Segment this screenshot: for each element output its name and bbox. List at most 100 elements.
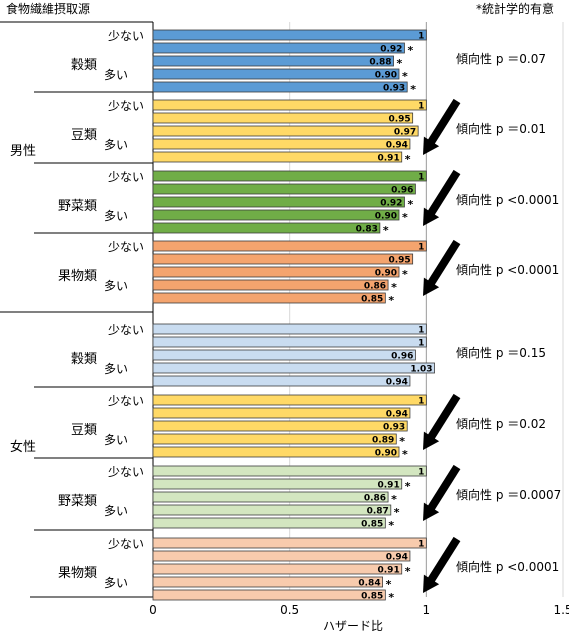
bar-f-g1-b0 — [152, 394, 427, 406]
bar-value-label-f-g0-b2: 0.96 — [391, 352, 413, 362]
bar-m-g3-b3 — [152, 279, 389, 291]
bar-m-g1-b2 — [152, 125, 419, 137]
significance-star-f-g1-b4: * — [402, 448, 408, 461]
bar-m-g3-b1 — [152, 253, 414, 265]
high-intake-label-f-g3: 多い — [103, 576, 128, 590]
low-intake-label-f-g1: 少ない — [107, 394, 144, 408]
significance-star-m-g3-b4: * — [388, 294, 394, 307]
bar-value-label-m-g1-b0: 1 — [418, 102, 424, 112]
low-intake-label-f-g3: 少ない — [107, 537, 144, 551]
bar-value-label-f-g3-b2: 0.91 — [378, 566, 400, 576]
significance-star-f-g3-b4: * — [388, 591, 394, 604]
trend-p-value-f-g1: 傾向性 p ＝0.02 — [456, 417, 546, 431]
bar-m-g1-b4 — [152, 151, 403, 163]
bar-value-label-f-g0-b3: 1.03 — [410, 365, 432, 375]
group-label-m-g2: 野菜類 — [57, 199, 97, 214]
bar-f-g1-b2 — [152, 420, 408, 432]
bar-value-label-m-g1-b4: 0.91 — [378, 154, 400, 164]
bar-value-label-m-g3-b1: 0.95 — [388, 256, 410, 266]
trend-arrow-shaft-f-g3 — [427, 536, 461, 584]
high-intake-label-m-g1: 多い — [103, 138, 128, 152]
bar-value-label-m-g1-b2: 0.97 — [394, 128, 416, 138]
bar-value-label-f-g0-b4: 0.94 — [386, 378, 408, 388]
bar-value-label-m-g2-b3: 0.90 — [375, 212, 397, 222]
trend-p-value-f-g0: 傾向性 p ＝0.15 — [456, 346, 546, 360]
low-intake-label-m-g2: 少ない — [107, 170, 144, 184]
trend-p-value-f-g3: 傾向性 p <0.0001 — [456, 560, 560, 574]
trend-arrow-shaft-f-g2 — [427, 464, 461, 512]
x-tick-label-0: 0 — [149, 603, 157, 617]
bar-value-label-m-g2-b1: 0.96 — [391, 186, 413, 196]
x-tick-label-3: 1.5 — [553, 603, 569, 617]
bar-f-g1-b1 — [152, 407, 411, 419]
trend-arrow-shaft-m-g2 — [427, 169, 461, 217]
bar-f-g2-b3 — [152, 504, 392, 516]
bar-f-g2-b1 — [152, 478, 403, 490]
bar-value-label-f-g3-b4: 0.85 — [361, 592, 383, 602]
bar-f-g0-b0 — [152, 323, 427, 335]
bar-value-label-m-g3-b4: 0.85 — [361, 295, 383, 305]
sex-label-female: 女性 — [10, 440, 37, 455]
bar-m-g2-b4 — [152, 222, 381, 234]
significance-star-f-g2-b4: * — [388, 519, 394, 532]
bar-m-g3-b0 — [152, 240, 427, 252]
low-intake-label-m-g3: 少ない — [107, 240, 144, 254]
bar-m-g0-b1 — [152, 42, 405, 54]
bar-f-g1-b4 — [152, 446, 400, 458]
significance-star-m-g2-b4: * — [383, 224, 389, 237]
bar-f-g0-b3 — [152, 362, 435, 374]
bar-value-label-f-g3-b0: 1 — [418, 540, 424, 550]
trend-p-value-m-g3: 傾向性 p <0.0001 — [456, 263, 560, 277]
significance-star-f-g2-b3: * — [394, 506, 400, 519]
trend-arrow-shaft-m-g3 — [427, 239, 461, 287]
bar-value-label-f-g0-b1: 1 — [418, 339, 424, 349]
low-intake-label-f-g0: 少ない — [107, 323, 144, 337]
bar-value-label-f-g1-b2: 0.93 — [383, 423, 405, 433]
significance-star-f-g2-b1: * — [405, 480, 411, 493]
bar-value-label-f-g2-b0: 1 — [418, 468, 424, 478]
group-label-f-g0: 穀類 — [70, 352, 97, 367]
bar-m-g0-b4 — [152, 81, 408, 93]
bar-f-g3-b1 — [152, 550, 411, 562]
significance-star-m-g3-b3: * — [391, 281, 397, 294]
significance-star-m-g0-b3: * — [402, 70, 408, 83]
bar-value-label-m-g3-b2: 0.90 — [375, 269, 397, 279]
bar-value-label-f-g2-b1: 0.91 — [378, 481, 400, 491]
group-label-f-g2: 野菜類 — [57, 494, 97, 509]
bar-f-g3-b2 — [152, 563, 403, 575]
sex-label-male: 男性 — [10, 144, 37, 159]
trend-p-value-f-g2: 傾向性 p ＝0.0007 — [456, 488, 562, 502]
group-label-m-g3: 果物類 — [57, 269, 97, 284]
high-intake-label-f-g0: 多い — [103, 362, 128, 376]
bar-value-label-m-g3-b3: 0.86 — [364, 282, 386, 292]
bar-f-g2-b0 — [152, 465, 427, 477]
bar-f-g0-b4 — [152, 375, 411, 387]
bar-value-label-m-g0-b1: 0.92 — [380, 45, 402, 55]
bar-value-label-m-g1-b1: 0.95 — [388, 115, 410, 125]
bar-value-label-f-g1-b1: 0.94 — [386, 410, 408, 420]
trend-arrow-head-m-g3 — [423, 277, 440, 296]
trend-arrow-head-f-g2 — [423, 502, 440, 521]
low-intake-label-f-g2: 少ない — [107, 465, 144, 479]
bar-value-label-f-g1-b3: 0.89 — [372, 436, 394, 446]
trend-arrow-shaft-f-g1 — [427, 393, 461, 441]
bar-f-g3-b4 — [152, 589, 386, 601]
bar-f-g2-b2 — [152, 491, 389, 503]
bar-m-g3-b4 — [152, 292, 386, 304]
high-intake-label-m-g2: 多い — [103, 209, 128, 223]
bar-f-g0-b1 — [152, 336, 427, 348]
bar-value-label-m-g1-b3: 0.94 — [386, 141, 408, 151]
bar-value-label-m-g0-b0: 1 — [418, 32, 424, 42]
trend-arrow-head-f-g1 — [423, 431, 440, 450]
bar-value-label-f-g1-b0: 1 — [418, 397, 424, 407]
bar-m-g0-b2 — [152, 55, 394, 67]
group-label-m-g1: 豆類 — [70, 128, 97, 143]
bar-value-label-m-g2-b4: 0.83 — [356, 225, 378, 235]
x-tick-label-1: 0.5 — [280, 603, 300, 617]
significance-star-f-g1-b3: * — [399, 435, 405, 448]
bar-value-label-m-g0-b3: 0.90 — [375, 71, 397, 81]
significance-star-m-g0-b2: * — [397, 57, 403, 70]
group-label-m-g0: 穀類 — [70, 58, 97, 73]
bar-value-label-f-g0-b0: 1 — [418, 326, 424, 336]
bar-value-label-f-g2-b3: 0.87 — [367, 507, 389, 517]
